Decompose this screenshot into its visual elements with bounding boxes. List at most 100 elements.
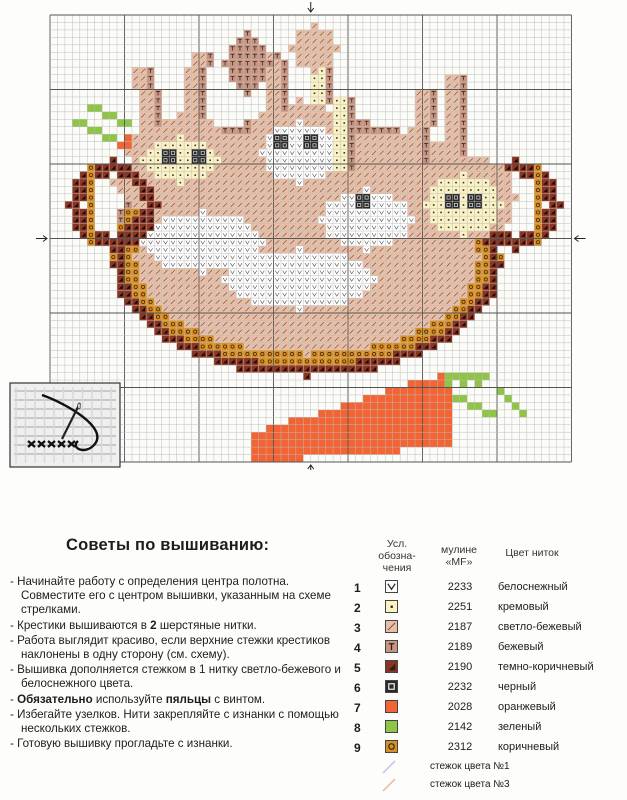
cell-symbol (155, 217, 161, 223)
cell-symbol (462, 181, 465, 184)
stitch-cell (437, 417, 445, 425)
cell-symbol (416, 321, 422, 327)
cell-symbol (505, 210, 511, 215)
cell-symbol (327, 98, 332, 103)
cell-symbol (126, 255, 131, 260)
cell-symbol (170, 248, 176, 253)
cell-symbol (282, 359, 287, 364)
cell-symbol (275, 352, 280, 356)
stitch-cell (310, 424, 319, 433)
cell-symbol (252, 180, 258, 185)
cell-symbol (140, 240, 146, 245)
stitch-cell (169, 327, 177, 336)
cell-symbol (267, 166, 273, 171)
cell-symbol (193, 337, 198, 342)
cell-symbol (289, 46, 295, 51)
cell-symbol (260, 255, 265, 260)
cell-symbol (423, 98, 429, 103)
stitch-cell (288, 156, 296, 164)
cell-symbol (319, 187, 325, 193)
stitch-cell (303, 283, 311, 291)
cell-symbol (163, 240, 168, 245)
cell-symbol (156, 329, 161, 334)
cell-symbol (185, 218, 191, 223)
cell-symbol (148, 217, 153, 222)
cell-symbol (319, 31, 325, 36)
cell-symbol (319, 53, 325, 59)
cell-symbol (289, 247, 295, 252)
tip-item: - Крестики вышиваются в 2 шерстяные нитк… (10, 618, 257, 632)
cell-symbol (252, 158, 258, 163)
cell-symbol (133, 232, 138, 237)
stitch-cell (161, 313, 170, 321)
cell-symbol (155, 292, 161, 297)
cell-symbol (423, 292, 429, 297)
cell-symbol (483, 270, 488, 274)
cell-symbol (386, 143, 392, 148)
cell-symbol (461, 262, 466, 267)
cell-symbol (379, 284, 384, 290)
stitch-legend-row: стежок цвета №1 (350, 758, 620, 776)
stitch-cell (169, 245, 177, 254)
legend-symbol-swatch (385, 720, 398, 733)
cell-symbol (446, 284, 451, 290)
cell-symbol (371, 172, 377, 178)
cell-symbol (207, 210, 213, 215)
stitch-cell (385, 447, 393, 455)
cell-symbol (468, 172, 474, 178)
cell-symbol (319, 352, 324, 356)
stitch-cell (87, 126, 95, 135)
stitch-cell (534, 208, 542, 217)
stitch-cell (318, 149, 326, 157)
cell-symbol (356, 187, 362, 193)
cell-symbol (267, 158, 273, 163)
cell-symbol (178, 292, 183, 297)
cell-symbol (491, 277, 496, 282)
cell-symbol (550, 195, 555, 200)
cell-symbol (297, 210, 302, 215)
cell-symbol (170, 158, 175, 163)
cell-symbol (178, 329, 183, 334)
cell-symbol (468, 262, 474, 267)
cell-symbol (453, 150, 459, 156)
cell-symbol (149, 152, 152, 154)
cell-symbol (185, 135, 191, 141)
stitch-cell (303, 141, 311, 150)
cell-symbol (133, 173, 138, 178)
cell-symbol (401, 247, 407, 252)
stitch-cell (340, 231, 348, 239)
cell-symbol (379, 269, 384, 275)
cell-symbol (364, 314, 369, 319)
stitch-cell (325, 268, 334, 276)
cell-symbol (260, 240, 265, 245)
cell-symbol (455, 189, 457, 191)
cell-symbol (364, 248, 369, 253)
stitch-cell (310, 357, 319, 366)
cell-symbol (282, 76, 287, 81)
cell-symbol (267, 113, 273, 118)
cell-symbol (319, 105, 325, 111)
stitch-cell (243, 350, 252, 358)
cell-symbol (386, 203, 392, 208)
cell-symbol (133, 68, 138, 74)
cell-symbol (386, 210, 392, 215)
cell-symbol (74, 188, 79, 193)
cell-symbol (492, 204, 495, 206)
cell-symbol (245, 158, 250, 163)
cell-symbol (222, 202, 228, 208)
cell-symbol (282, 187, 287, 193)
cell-symbol (207, 187, 213, 193)
cell-symbol (260, 187, 265, 193)
cell-symbol (423, 180, 429, 185)
cell-symbol (371, 284, 377, 290)
cell-symbol (297, 277, 302, 282)
cell-symbol (312, 68, 317, 74)
cell-symbol (304, 158, 310, 163)
cell-symbol (140, 143, 146, 148)
cell-symbol (155, 240, 161, 245)
cell-symbol (148, 277, 153, 282)
cell-symbol (200, 225, 205, 230)
stitch-cell (87, 216, 95, 224)
stitch-cell (288, 298, 296, 306)
cell-symbol (416, 329, 421, 334)
